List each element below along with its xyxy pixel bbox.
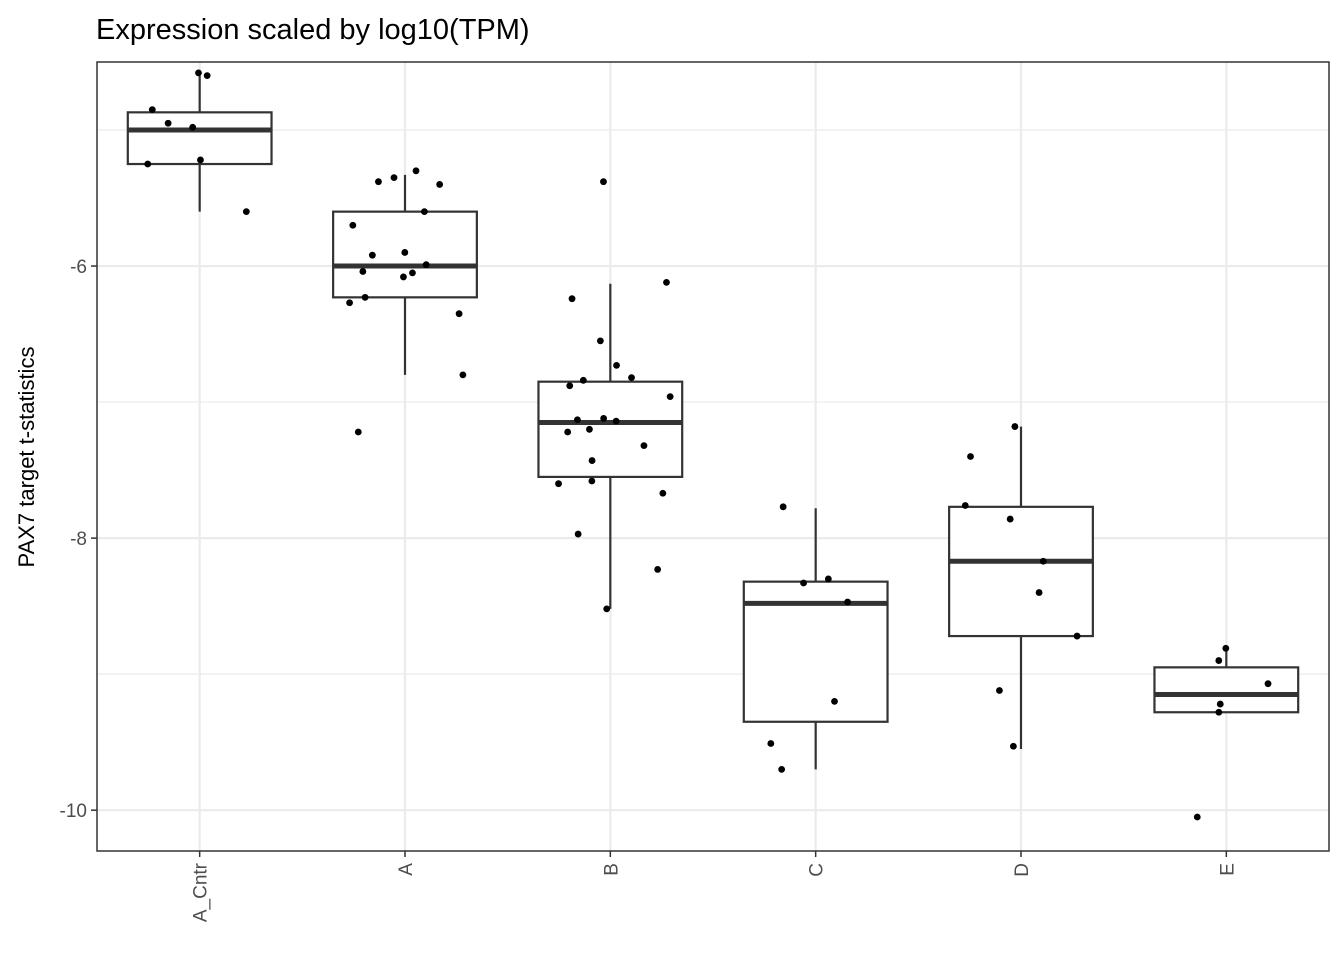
data-point xyxy=(1009,742,1017,750)
data-point xyxy=(195,69,202,77)
data-point xyxy=(603,605,611,613)
data-point xyxy=(831,697,838,705)
data-point xyxy=(412,167,420,175)
data-point xyxy=(375,178,382,186)
data-point xyxy=(566,382,574,390)
data-point xyxy=(354,428,362,436)
data-point xyxy=(600,415,608,422)
data-point xyxy=(612,417,620,425)
data-point xyxy=(1011,423,1019,430)
box-iqr xyxy=(126,111,273,166)
data-point xyxy=(361,293,369,301)
data-point xyxy=(586,425,593,433)
boxes xyxy=(126,75,1300,770)
y-tick-label: -10 xyxy=(60,801,87,822)
data-point xyxy=(654,566,662,573)
data-point xyxy=(349,221,357,229)
data-point xyxy=(996,687,1003,694)
data-point xyxy=(409,269,416,277)
data-point xyxy=(767,740,775,747)
data-point xyxy=(555,480,562,488)
data-point xyxy=(564,428,572,436)
data-point xyxy=(346,299,353,307)
x-tick-label: A_Cntr xyxy=(191,862,212,922)
data-point xyxy=(1215,657,1223,664)
y-tick-label: -6 xyxy=(70,257,87,278)
x-tick-label: D xyxy=(1012,863,1033,877)
data-point xyxy=(400,273,407,281)
x-tick-label: B xyxy=(601,863,622,876)
data-point xyxy=(1035,589,1043,596)
grid xyxy=(97,62,1329,851)
data-point xyxy=(164,119,172,127)
data-point xyxy=(401,249,409,256)
y-axis-title: PAX7 target t-statistics xyxy=(14,347,39,568)
box-iqr xyxy=(537,380,684,479)
data-point xyxy=(600,178,607,186)
data-point xyxy=(573,416,581,424)
data-point xyxy=(242,208,250,216)
data-point xyxy=(844,598,851,606)
data-point xyxy=(596,337,604,345)
y-tick-label: -8 xyxy=(70,529,87,550)
data-point xyxy=(420,208,428,216)
data-point xyxy=(455,310,463,318)
data-point xyxy=(1006,515,1014,523)
data-point xyxy=(1222,644,1230,652)
data-point xyxy=(961,502,969,509)
data-point xyxy=(368,251,376,259)
data-point xyxy=(640,442,648,450)
data-point xyxy=(1264,680,1272,688)
x-tick-label: E xyxy=(1217,863,1238,876)
data-point xyxy=(663,278,670,286)
data-point xyxy=(1039,557,1047,565)
data-point xyxy=(436,181,444,188)
data-point xyxy=(459,371,467,379)
x-tick-label: A xyxy=(396,863,417,876)
box-iqr xyxy=(1153,666,1300,714)
data-point xyxy=(148,106,156,114)
data-point xyxy=(197,156,204,164)
data-point xyxy=(189,123,197,131)
data-point xyxy=(659,489,667,497)
plot-panel-border xyxy=(96,61,1330,852)
data-point xyxy=(967,453,974,460)
data-point xyxy=(628,374,635,381)
data-point xyxy=(568,295,576,303)
data-point xyxy=(1073,632,1081,640)
data-point xyxy=(666,393,674,401)
data-point xyxy=(778,765,786,773)
data-point xyxy=(588,457,596,464)
data-point xyxy=(613,361,620,369)
data-point xyxy=(1193,813,1201,821)
chart-title: Expression scaled by log10(TPM) xyxy=(96,14,530,46)
x-tick-label: C xyxy=(807,863,828,877)
data-point xyxy=(779,503,787,511)
data-point xyxy=(1215,708,1223,716)
data-point xyxy=(588,477,596,485)
data-point xyxy=(1216,700,1224,708)
data-point xyxy=(359,268,367,275)
data-point xyxy=(203,72,211,80)
axes: -6 -8 -10 A_Cntr A B C D E xyxy=(60,257,1239,922)
data-point xyxy=(800,579,807,587)
data-point xyxy=(144,160,152,168)
data-point xyxy=(824,575,832,583)
data-point xyxy=(574,530,582,538)
data-point xyxy=(579,376,587,384)
box-iqr xyxy=(948,505,1094,638)
data-point xyxy=(422,261,430,269)
points xyxy=(144,69,1272,821)
data-point xyxy=(390,174,398,182)
